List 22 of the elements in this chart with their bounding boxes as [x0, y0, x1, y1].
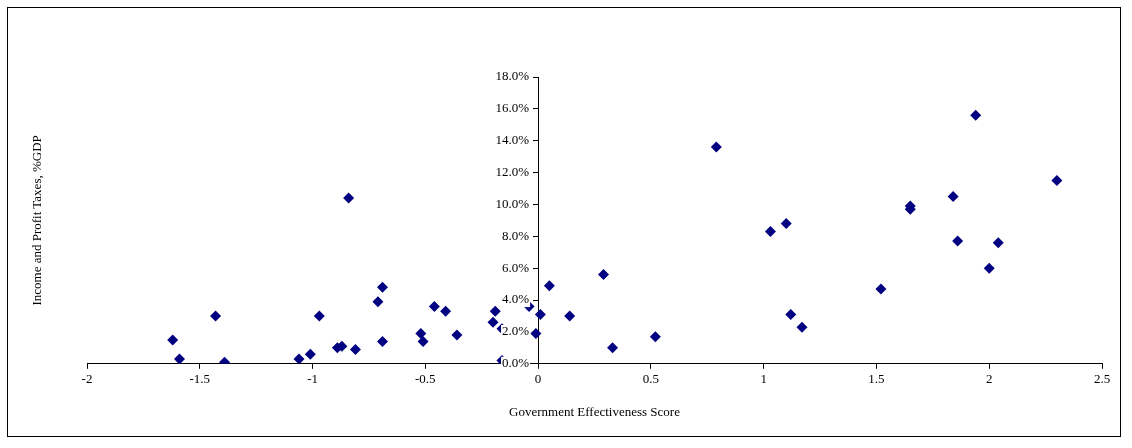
y-tick-label: 12.0%	[495, 164, 530, 180]
y-axis-title: Income and Profit Taxes, %GDP	[29, 135, 45, 306]
x-tick-label: -1.5	[189, 371, 211, 387]
y-tick-label: 0.0%	[502, 355, 530, 371]
x-tick-label: 1	[760, 371, 767, 387]
y-tick-label: 2.0%	[502, 323, 530, 339]
x-tick-label: 2.5	[1093, 371, 1111, 387]
x-tick-label: 2	[985, 371, 993, 387]
y-tick-label: 8.0%	[502, 227, 530, 243]
y-tick-label: 10.0%	[495, 195, 530, 211]
x-tick-label: 0.5	[642, 371, 660, 387]
x-tick-label: -0.5	[415, 371, 436, 387]
y-tick-label: 18.0%	[495, 68, 530, 84]
x-tick-label: -1	[307, 371, 318, 387]
y-tick-label: 16.0%	[495, 100, 530, 116]
y-tick-label: 6.0%	[502, 259, 530, 275]
y-tick-label: 4.0%	[502, 291, 530, 307]
x-tick-label: 0	[534, 371, 542, 387]
x-tick-label: 1.5	[868, 371, 885, 387]
y-tick-label: 14.0%	[495, 132, 530, 148]
x-tick-label: -2	[81, 371, 93, 387]
x-axis-title: Government Effectiveness Score	[509, 403, 681, 419]
